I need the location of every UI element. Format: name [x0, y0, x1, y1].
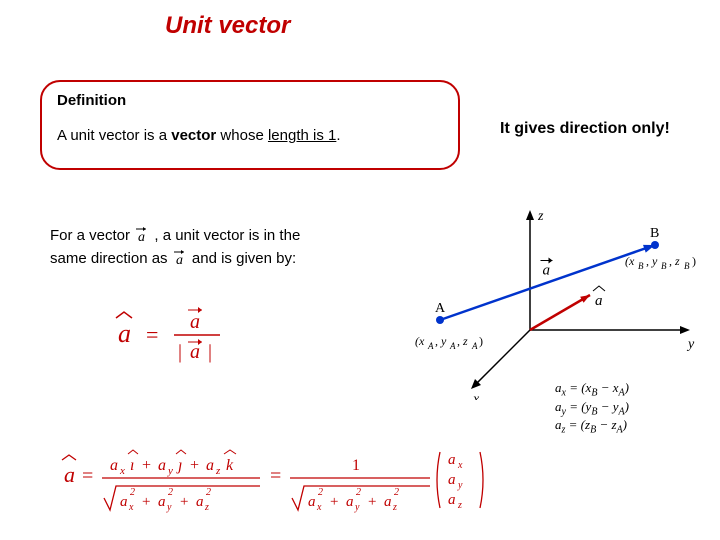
svg-text:B: B [650, 226, 659, 241]
svg-text:2: 2 [318, 487, 323, 498]
formula-long-svg: a = ax ı + ay ȷ + az k ax2 + ay2 [60, 440, 500, 518]
component-line: ax = (xB − xA) [555, 380, 629, 399]
def-prefix: A unit vector is a [57, 127, 171, 144]
svg-text:A: A [449, 341, 456, 351]
svg-text:a: a [110, 457, 118, 474]
svg-text:ı: ı [130, 457, 134, 474]
svg-text:x: x [119, 465, 125, 477]
vector-a-symbol-1: a [134, 225, 150, 243]
svg-text:a: a [158, 494, 166, 510]
svg-text:+: + [180, 494, 188, 510]
svg-text:+: + [142, 494, 150, 510]
definition-box: Definition A unit vector is a vector who… [40, 80, 460, 170]
svg-text:|: | [178, 341, 182, 363]
svg-text:(x: (x [415, 334, 425, 348]
svg-text:a: a [448, 472, 456, 488]
svg-text:2: 2 [206, 487, 211, 498]
unit-vector-formula: a = a | a | [110, 300, 260, 370]
unit-vector-full-formula: a = ax ı + ay ȷ + az k ax2 + ay2 [60, 440, 500, 518]
svg-text:a: a [138, 230, 145, 243]
svg-text:, z: , z [457, 334, 468, 348]
svg-text:z: z [392, 502, 397, 513]
vector-a-symbol-2: a [172, 248, 188, 266]
svg-text:a: a [206, 457, 214, 474]
svg-text:2: 2 [168, 487, 173, 498]
svg-text:z: z [457, 500, 462, 511]
svg-text:=: = [82, 465, 93, 487]
formula-unit-svg: a = a | a | [110, 300, 260, 370]
svg-text:a: a [158, 457, 166, 474]
def-bold: vector [171, 127, 216, 144]
svg-text:z: z [204, 502, 209, 513]
para-l1-suffix: , a unit vector is in the [154, 227, 300, 244]
component-line: ay = (yB − yA) [555, 399, 629, 418]
svg-text:a: a [196, 494, 204, 510]
svg-text:2: 2 [130, 487, 135, 498]
svg-text:ȷ: ȷ [176, 457, 182, 474]
svg-text:a: a [346, 494, 354, 510]
page-title: Unit vector [165, 12, 290, 40]
svg-text:, y: , y [646, 254, 658, 268]
svg-text:a: a [120, 494, 128, 510]
svg-text:y: y [166, 502, 172, 513]
svg-text:A: A [435, 301, 446, 316]
svg-text:, y: , y [435, 334, 447, 348]
svg-text:a: a [176, 253, 183, 266]
svg-text:x: x [457, 460, 463, 471]
svg-text:a: a [448, 492, 456, 508]
svg-text:k: k [226, 457, 234, 474]
svg-text:B: B [638, 261, 644, 271]
definition-heading: Definition [57, 92, 443, 109]
svg-text:y: y [686, 337, 695, 352]
def-suffix: . [336, 127, 340, 144]
svg-text:a: a [190, 311, 200, 333]
svg-text:a: a [118, 319, 131, 348]
svg-text:, z: , z [669, 254, 680, 268]
svg-text:2: 2 [394, 487, 399, 498]
svg-text:z: z [215, 465, 221, 477]
svg-text:a: a [308, 494, 316, 510]
svg-text:y: y [457, 480, 463, 491]
svg-text:a: a [384, 494, 392, 510]
para-l2-suffix: and is given by: [192, 250, 296, 267]
vector-diagram: zyxA(xA, yA, zA)B(xB, yB, zB)aa [400, 200, 700, 400]
svg-text:+: + [330, 494, 338, 510]
svg-text:+: + [142, 457, 151, 474]
diagram-svg: zyxA(xA, yA, zA)B(xB, yB, zB)aa [400, 200, 700, 400]
svg-text:): ) [479, 334, 483, 348]
svg-text:+: + [190, 457, 199, 474]
svg-text:a: a [448, 452, 456, 468]
para-l1-prefix: For a vector [50, 227, 134, 244]
svg-text:a: a [543, 263, 551, 279]
svg-text:z: z [537, 209, 544, 224]
def-underline: length is 1 [268, 127, 336, 144]
svg-text:A: A [427, 341, 434, 351]
svg-text:1: 1 [352, 457, 360, 474]
svg-text:2: 2 [356, 487, 361, 498]
svg-text:x: x [128, 502, 134, 513]
svg-text:B: B [684, 261, 690, 271]
component-equations: ax = (xB − xA)ay = (yB − yA)az = (zB − z… [555, 380, 629, 436]
component-line: az = (zB − zA) [555, 417, 629, 436]
svg-text:|: | [208, 341, 212, 363]
direction-callout: It gives direction only! [500, 120, 670, 138]
svg-text:=: = [270, 465, 281, 487]
para-l2-prefix: same direction as [50, 250, 172, 267]
svg-text:): ) [692, 254, 696, 268]
svg-text:x: x [316, 502, 322, 513]
definition-body: A unit vector is a vector whose length i… [57, 127, 443, 144]
svg-text:a: a [595, 293, 603, 309]
svg-text:y: y [354, 502, 360, 513]
svg-text:(x: (x [625, 254, 635, 268]
unit-vector-paragraph: For a vector a , a unit vector is in the… [50, 225, 300, 270]
svg-text:a: a [64, 462, 75, 487]
def-mid: whose [216, 127, 268, 144]
svg-text:+: + [368, 494, 376, 510]
svg-text:A: A [471, 341, 478, 351]
svg-text:y: y [167, 465, 173, 477]
svg-text:x: x [472, 392, 480, 400]
svg-text:=: = [146, 322, 158, 347]
svg-text:B: B [661, 261, 667, 271]
